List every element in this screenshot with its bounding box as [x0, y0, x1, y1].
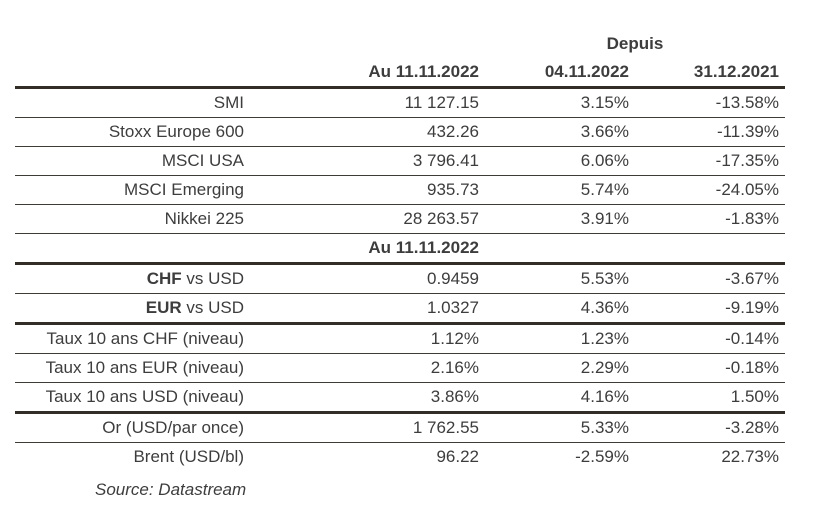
- row-label-cell: Taux 10 ans EUR (niveau): [15, 354, 250, 383]
- row-label-cell: Taux 10 ans USD (niveau): [15, 383, 250, 413]
- row-since-week: 1.23%: [580, 329, 629, 348]
- table-row: Stoxx Europe 600 432.26 3.66% -11.39%: [15, 118, 785, 147]
- row-since-week: 3.15%: [580, 93, 629, 112]
- row-label-cell: MSCI USA: [15, 147, 250, 176]
- value-column-header: Au 11.11.2022: [368, 62, 479, 81]
- row-since-ytd: -0.14%: [725, 329, 779, 348]
- label-column-header: [15, 57, 250, 88]
- row-value: 11 127.15: [404, 93, 479, 112]
- row-value: 3.86%: [430, 387, 479, 406]
- row-label: MSCI Emerging: [124, 180, 244, 199]
- table-row: Nikkei 225 28 263.57 3.91% -1.83%: [15, 205, 785, 234]
- row-label: MSCI USA: [161, 151, 244, 170]
- row-since-ytd: -17.35%: [715, 151, 779, 170]
- row-label: Taux 10 ans USD (niveau): [45, 387, 244, 406]
- row-since-ytd: -9.19%: [725, 298, 779, 317]
- column-header-row: Au 11.11.2022 04.11.2022 31.12.2021: [15, 57, 785, 88]
- table-row: SMI 11 127.15 3.15% -13.58%: [15, 88, 785, 118]
- row-label: vs USD: [181, 298, 244, 317]
- row-since-ytd: -3.67%: [725, 269, 779, 288]
- row-since-ytd: 22.73%: [721, 447, 779, 466]
- market-data-table: Depuis Au 11.11.2022 04.11.2022 31.12.20…: [15, 31, 785, 471]
- row-label-cell: MSCI Emerging: [15, 176, 250, 205]
- row-since-week: 3.91%: [580, 209, 629, 228]
- row-value: 1.12%: [430, 329, 479, 348]
- empty-cell: [635, 234, 785, 264]
- row-label-bold: EUR: [145, 298, 182, 317]
- row-since-week: -2.59%: [575, 447, 629, 466]
- row-since-ytd: -1.83%: [725, 209, 779, 228]
- table-row: CHF vs USD 0.9459 5.53% -3.67%: [15, 264, 785, 294]
- since-ytd-column-header: 31.12.2021: [693, 62, 779, 81]
- row-since-ytd: 1.50%: [730, 387, 779, 406]
- header-spacer: [15, 31, 485, 57]
- row-since-week: 6.06%: [580, 151, 629, 170]
- row-label-cell: Stoxx Europe 600: [15, 118, 250, 147]
- row-value: 935.73: [427, 180, 479, 199]
- row-label-bold: CHF: [146, 269, 182, 288]
- row-value: 96.22: [436, 447, 479, 466]
- row-label: Brent (USD/bl): [133, 447, 244, 466]
- since-week-column-header: 04.11.2022: [544, 62, 629, 81]
- row-label-cell: CHF vs USD: [15, 264, 250, 294]
- row-label: Stoxx Europe 600: [108, 122, 244, 141]
- source-note: Source: Datastream: [95, 480, 247, 499]
- row-label: Or (USD/par once): [102, 418, 244, 437]
- row-label: SMI: [213, 93, 244, 112]
- row-label: vs USD: [181, 269, 244, 288]
- row-since-ytd: -24.05%: [715, 180, 779, 199]
- table-row: Brent (USD/bl) 96.22 -2.59% 22.73%: [15, 443, 785, 472]
- row-since-week: 2.29%: [580, 358, 629, 377]
- row-since-week: 3.66%: [580, 122, 629, 141]
- row-label-cell: Nikkei 225: [15, 205, 250, 234]
- row-label: Taux 10 ans CHF (niveau): [46, 329, 244, 348]
- empty-cell: [485, 234, 635, 264]
- table-row: Or (USD/par once) 1 762.55 5.33% -3.28%: [15, 413, 785, 443]
- subheader-label: Au 11.11.2022: [368, 238, 479, 257]
- row-since-ytd: -11.39%: [716, 122, 779, 141]
- table-row: Taux 10 ans CHF (niveau) 1.12% 1.23% -0.…: [15, 324, 785, 354]
- row-value: 3 796.41: [412, 151, 479, 170]
- table-row: Taux 10 ans EUR (niveau) 2.16% 2.29% -0.…: [15, 354, 785, 383]
- row-label-cell: Or (USD/par once): [15, 413, 250, 443]
- row-since-week: 5.74%: [580, 180, 629, 199]
- table-row: MSCI USA 3 796.41 6.06% -17.35%: [15, 147, 785, 176]
- row-label-cell: SMI: [15, 88, 250, 118]
- row-since-week: 5.53%: [580, 269, 629, 288]
- row-since-ytd: -0.18%: [725, 358, 779, 377]
- row-since-week: 4.16%: [580, 387, 629, 406]
- row-label: Taux 10 ans EUR (niveau): [45, 358, 244, 377]
- row-value: 2.16%: [430, 358, 479, 377]
- table-row: EUR vs USD 1.0327 4.36% -9.19%: [15, 294, 785, 324]
- depuis-header-label: Depuis: [606, 34, 664, 53]
- row-label-cell: Taux 10 ans CHF (niveau): [15, 324, 250, 354]
- table-header: Depuis Au 11.11.2022 04.11.2022 31.12.20…: [15, 31, 785, 88]
- row-value: 432.26: [427, 122, 479, 141]
- row-label: Nikkei 225: [164, 209, 244, 228]
- table-subheader-row: Au 11.11.2022: [15, 234, 785, 264]
- row-since-ytd: -13.58%: [715, 93, 779, 112]
- row-value: 1.0327: [427, 298, 479, 317]
- table-body: SMI 11 127.15 3.15% -13.58% Stoxx Europe…: [15, 88, 785, 472]
- row-label-cell: EUR vs USD: [15, 294, 250, 324]
- row-value: 28 263.57: [403, 209, 479, 228]
- row-value: 0.9459: [427, 269, 479, 288]
- depuis-header-row: Depuis: [15, 31, 785, 57]
- row-since-week: 5.33%: [580, 418, 629, 437]
- table-row: MSCI Emerging 935.73 5.74% -24.05%: [15, 176, 785, 205]
- row-since-week: 4.36%: [580, 298, 629, 317]
- row-label-cell: Brent (USD/bl): [15, 443, 250, 472]
- row-since-ytd: -3.28%: [725, 418, 779, 437]
- table-row: Taux 10 ans USD (niveau) 3.86% 4.16% 1.5…: [15, 383, 785, 413]
- row-value: 1 762.55: [412, 418, 479, 437]
